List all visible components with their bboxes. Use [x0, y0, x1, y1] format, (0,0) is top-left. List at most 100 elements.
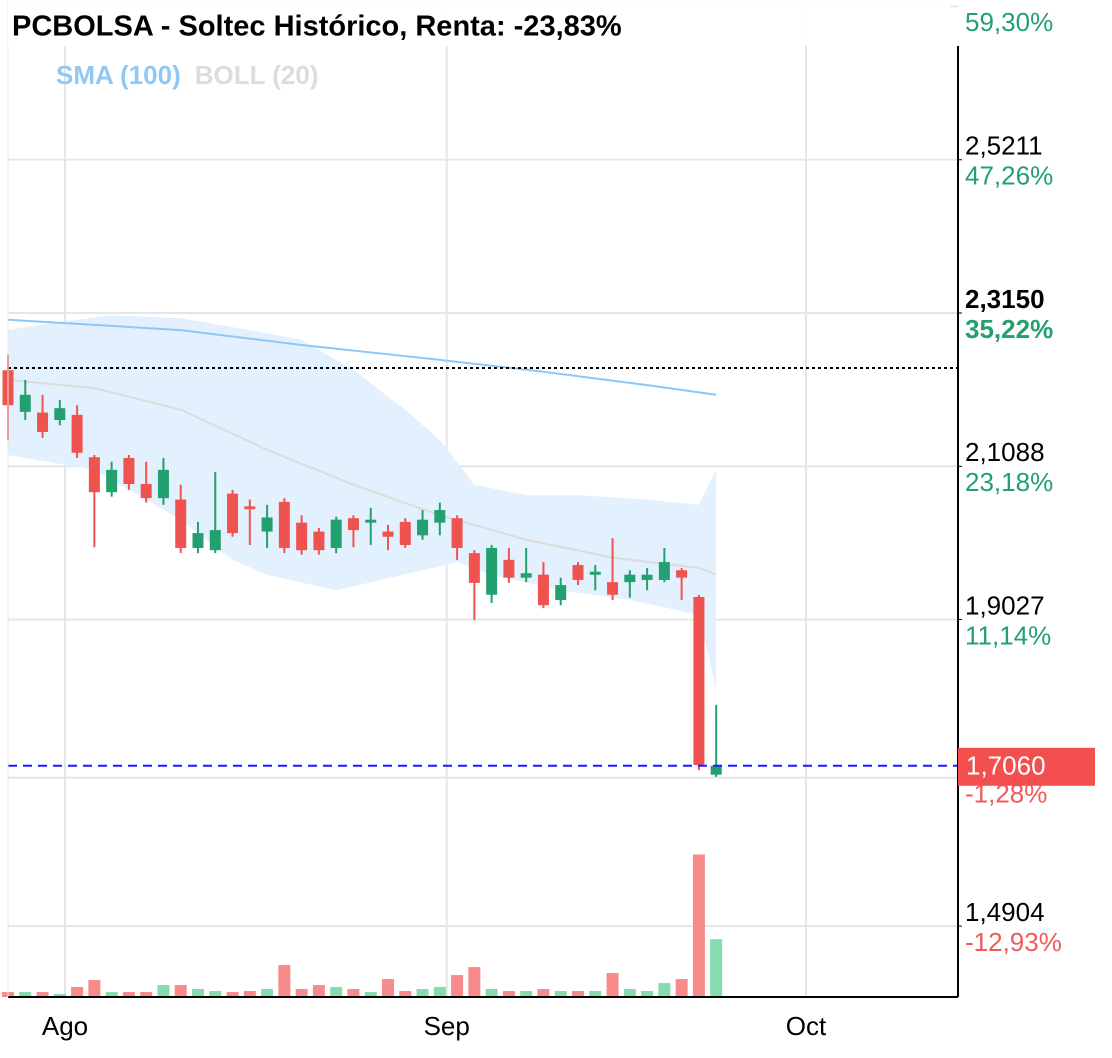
volume-bar — [537, 989, 550, 997]
candle-body — [624, 574, 636, 583]
candle-body — [710, 765, 722, 775]
candle-body — [555, 585, 567, 600]
candle-body — [313, 531, 325, 551]
candle-body — [451, 518, 463, 548]
candle-body — [347, 518, 359, 531]
volume-bar — [468, 967, 481, 997]
volume-bar — [641, 991, 654, 997]
candle-body — [607, 582, 619, 595]
axis-layer: 59,30%47,26%35,22%23,18%11,14%-1,28%-12,… — [7, 0, 1095, 1041]
volume-bar — [330, 987, 343, 997]
y2-tick-label: 35,22% — [965, 314, 1053, 344]
volume-bar — [606, 973, 619, 997]
chart-title: PCBOLSA - Soltec Histórico, Renta: -23,8… — [12, 11, 622, 43]
y-tick-label: 1,4904 — [965, 897, 1045, 927]
candle-body — [382, 531, 394, 537]
volume-bar — [485, 989, 498, 997]
y2-tick-label: 11,14% — [965, 620, 1051, 650]
volume-bar — [364, 992, 377, 997]
volume-bar — [623, 989, 636, 997]
candle-body — [658, 562, 670, 580]
y2-tick-label: 47,26% — [965, 161, 1053, 191]
candle-body — [468, 553, 480, 583]
volume-bar — [122, 992, 135, 997]
candle-body — [88, 457, 100, 493]
candle-body — [71, 414, 83, 453]
y2-tick-label: -12,93% — [965, 927, 1062, 957]
x-tick-label: Oct — [786, 1011, 827, 1041]
volume-bar — [278, 965, 291, 997]
candle-body — [175, 499, 187, 548]
last-price-box — [958, 747, 1095, 786]
y-tick-label: 1,9027 — [965, 590, 1045, 620]
volume-bar — [157, 985, 170, 997]
data-layer — [2, 315, 958, 997]
candle-body — [676, 570, 688, 578]
volume-bar — [675, 979, 688, 997]
candle-body — [296, 522, 308, 551]
candle-body — [209, 530, 221, 551]
candle-body — [537, 574, 549, 606]
x-tick-label: Ago — [42, 1011, 88, 1041]
candle-body — [503, 559, 515, 578]
candle-body — [520, 573, 532, 578]
candle-body — [417, 519, 429, 536]
candle-body — [365, 519, 377, 523]
x-tick-label: Sep — [424, 1011, 470, 1041]
candle-body — [37, 412, 49, 432]
candle-body — [572, 565, 584, 580]
volume-bar — [226, 992, 239, 997]
y-tick-label: 2,1088 — [965, 437, 1045, 467]
volume-bar — [295, 989, 308, 997]
volume-bar — [692, 854, 705, 997]
candle-body — [434, 510, 446, 523]
sma-line — [7, 318, 717, 396]
candle-body — [140, 484, 152, 499]
candle-body — [486, 547, 498, 595]
volume-bar — [192, 989, 204, 997]
volume-bar — [140, 992, 153, 997]
candle-body — [244, 506, 256, 510]
volume-bar — [658, 983, 671, 997]
candle-body — [192, 533, 204, 548]
y2-tick-label: 23,18% — [965, 467, 1053, 497]
legend-entry: BOLL (20) — [195, 60, 319, 90]
y-tick-label: 2,5211 — [965, 131, 1043, 161]
volume-bar — [572, 991, 584, 997]
volume-bar — [174, 985, 187, 997]
y2-tick-label: 59,30% — [965, 7, 1053, 37]
volume-bar — [312, 985, 325, 997]
candle-body — [330, 519, 342, 548]
bollinger-middle — [7, 378, 717, 576]
candle-body — [261, 517, 273, 532]
volume-bar — [88, 980, 101, 997]
volume-bar — [433, 987, 446, 997]
bollinger-band — [8, 315, 717, 690]
volume-bar — [19, 992, 32, 997]
volume-bar — [710, 939, 723, 997]
volume-bar — [554, 991, 567, 997]
candle-body — [106, 469, 118, 493]
y-tick-label: 2,3150 — [965, 284, 1045, 314]
volume-bar — [209, 991, 222, 997]
candle-body — [123, 457, 135, 485]
candle-body — [157, 469, 169, 499]
volume-bar — [36, 992, 49, 997]
candle-body — [641, 574, 653, 580]
volume-bar — [589, 991, 602, 997]
volume-bar — [451, 975, 464, 997]
volume-bar — [53, 994, 66, 997]
title-background — [8, 0, 950, 46]
volume-bar — [105, 992, 118, 997]
candle-body — [399, 521, 411, 545]
volume-bar — [347, 989, 360, 997]
candle-body — [278, 501, 290, 548]
last-price-label: 1,7060 — [966, 751, 1046, 781]
volume-bar — [399, 991, 412, 997]
legend-entry: SMA (100) — [56, 60, 181, 90]
candle-body — [693, 597, 705, 766]
candle-body — [589, 571, 601, 575]
candle-body — [54, 408, 66, 421]
volume-bar — [243, 991, 256, 997]
